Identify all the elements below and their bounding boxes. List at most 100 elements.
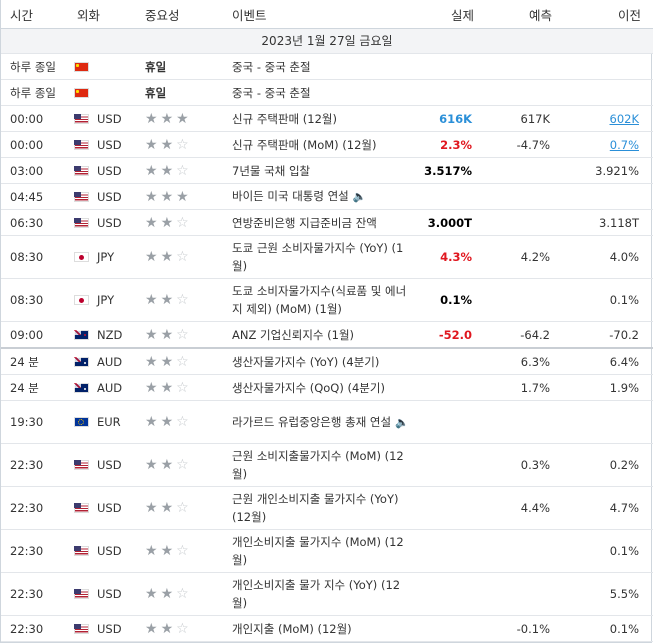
event-name[interactable]: 근원 소비지출물가지수 (MoM) (12월)	[232, 449, 404, 481]
event-name[interactable]: 중국 - 중국 춘절	[232, 85, 311, 100]
previous-value-cell: 5.5%	[564, 572, 653, 616]
event-name-cell[interactable]: 개인지출 (MoM) (12월)	[223, 615, 409, 642]
event-row[interactable]: 22:30 USD ★★☆ 개인소비지출 물가 지수 (YoY) (12월) 5.5%	[1, 572, 653, 616]
event-row[interactable]: 24 분 AUD ★★☆ 생산자물가지수 (YoY) (4분기) 6.3% 6.4%	[1, 347, 653, 375]
currency-code: USD	[97, 458, 122, 472]
col-importance[interactable]: 중요성	[136, 0, 223, 29]
event-row[interactable]: 하루 종일 휴일 중국 - 중국 춘절	[1, 53, 653, 80]
event-name[interactable]: 도쿄 근원 소비자물가지수 (YoY) (1월)	[232, 241, 404, 273]
event-currency-cell: USD	[68, 615, 136, 642]
event-name-cell[interactable]: 라가르드 유럽중앙은행 총재 연설 🔈	[223, 400, 409, 444]
event-row[interactable]: 03:00 USD ★★☆ 7년물 국채 입찰 3.517% 3.921%	[1, 157, 653, 184]
col-actual[interactable]: 실제	[409, 0, 486, 29]
previous-value: 3.921%	[595, 163, 639, 178]
event-currency-cell: JPY	[68, 235, 136, 279]
col-currency[interactable]: 외화	[68, 0, 136, 29]
currency-code: JPY	[97, 250, 115, 264]
previous-revised-link[interactable]: 0.7%	[609, 137, 639, 152]
forecast-value: 1.7%	[486, 374, 564, 401]
previous-revised-link[interactable]: 602K	[609, 111, 640, 126]
event-time: 03:00	[1, 157, 68, 184]
event-name[interactable]: 연방준비은행 지급준비금 잔액	[232, 215, 377, 230]
event-row[interactable]: 19:30 EUR ★★☆ 라가르드 유럽중앙은행 총재 연설 🔈	[1, 400, 653, 444]
previous-value-cell: 4.0%	[564, 235, 653, 279]
event-row[interactable]: 24 분 AUD ★★☆ 생산자물가지수 (QoQ) (4분기) 1.7% 1.9%	[1, 374, 653, 401]
importance-stars: ★★☆	[145, 354, 192, 370]
event-name-cell[interactable]: 신규 주택판매 (MoM) (12월)	[223, 131, 409, 158]
event-row[interactable]: 09:00 NZD ★★☆ ANZ 기업신뢰지수 (1월) -52.0 -64.2 -70.…	[1, 321, 653, 349]
event-currency-cell: NZD	[68, 321, 136, 349]
event-row[interactable]: 22:30 USD ★★☆ 개인지출 (MoM) (12월) -0.1% 0.1%	[1, 615, 653, 642]
previous-value: 0.1%	[609, 293, 639, 307]
event-name[interactable]: 개인소비지출 물가지수 (MoM) (12월)	[232, 535, 404, 567]
event-row[interactable]: 08:30 JPY ★★☆ 도쿄 소비자물가지수(식료품 및 에너지 제외) (MoM…	[1, 278, 653, 322]
au-flag-icon	[74, 382, 89, 393]
event-name[interactable]: 신규 주택판매 (12월)	[232, 111, 337, 126]
event-name[interactable]: 개인소비지출 물가 지수 (YoY) (12월)	[232, 578, 401, 610]
importance-cell: ★★☆	[136, 486, 223, 530]
event-name-cell[interactable]: 7년물 국채 입찰	[223, 157, 409, 184]
previous-value-cell: 0.1%	[564, 615, 653, 642]
col-time[interactable]: 시간	[1, 0, 68, 29]
event-name[interactable]: 생산자물가지수 (YoY) (4분기)	[232, 354, 380, 369]
event-name-cell[interactable]: 연방준비은행 지급준비금 잔액	[223, 209, 409, 236]
col-forecast[interactable]: 예측	[486, 0, 564, 29]
event-name-cell[interactable]: 신규 주택판매 (12월)	[223, 105, 409, 132]
event-time: 06:30	[1, 209, 68, 236]
currency-code: USD	[97, 501, 122, 515]
event-name[interactable]: ANZ 기업신뢰지수 (1월)	[232, 327, 355, 342]
actual-value	[409, 486, 486, 530]
col-previous[interactable]: 이전	[564, 0, 653, 29]
event-name-cell[interactable]: 근원 소비지출물가지수 (MoM) (12월)	[223, 443, 409, 487]
event-name[interactable]: 도쿄 소비자물가지수(식료품 및 에너지 제외) (MoM) (1월)	[232, 284, 407, 316]
event-name-cell[interactable]: 중국 - 중국 춘절	[223, 79, 409, 106]
event-name-cell[interactable]: 도쿄 소비자물가지수(식료품 및 에너지 제외) (MoM) (1월)	[223, 278, 409, 322]
event-name-cell[interactable]: 생산자물가지수 (QoQ) (4분기)	[223, 374, 409, 401]
importance-stars: ★★☆	[145, 380, 192, 396]
currency-code: AUD	[97, 380, 123, 395]
star-icon: ★	[160, 326, 177, 343]
star-icon: ★	[160, 110, 177, 127]
event-name[interactable]: 바이든 미국 대통령 연설	[232, 189, 349, 203]
event-row[interactable]: 00:00 USD ★★☆ 신규 주택판매 (MoM) (12월) 2.3% -4.7% 0…	[1, 131, 653, 158]
event-row[interactable]: 08:30 JPY ★★☆ 도쿄 근원 소비자물가지수 (YoY) (1월) 4.3% 4…	[1, 235, 653, 279]
event-name[interactable]: 근원 개인소비지출 물가지수 (YoY) (12월)	[232, 492, 399, 524]
previous-value-cell	[564, 400, 653, 444]
importance-cell: 휴일	[136, 79, 223, 106]
event-name-cell[interactable]: 도쿄 근원 소비자물가지수 (YoY) (1월)	[223, 235, 409, 279]
col-event[interactable]: 이벤트	[223, 0, 409, 29]
event-name[interactable]: 7년물 국채 입찰	[232, 163, 311, 178]
star-icon: ★	[160, 457, 177, 473]
event-name-cell[interactable]: 바이든 미국 대통령 연설 🔈	[223, 183, 409, 210]
event-currency-cell: USD	[68, 209, 136, 236]
speaker-icon: 🔈	[395, 415, 409, 429]
star-icon: ☆	[176, 414, 192, 430]
event-name-cell[interactable]: 개인소비지출 물가지수 (MoM) (12월)	[223, 529, 409, 573]
event-name-cell[interactable]: 중국 - 중국 춘절	[223, 53, 409, 80]
header-row: 시간 외화 중요성 이벤트 실제 예측 이전	[1, 0, 653, 29]
event-row[interactable]: 06:30 USD ★★☆ 연방준비은행 지급준비금 잔액 3.000T 3.118T	[1, 209, 653, 236]
event-name-cell[interactable]: 근원 개인소비지출 물가지수 (YoY) (12월)	[223, 486, 409, 530]
event-name[interactable]: 개인지출 (MoM) (12월)	[232, 621, 352, 636]
event-row[interactable]: 22:30 USD ★★☆ 개인소비지출 물가지수 (MoM) (12월) 0.1%	[1, 529, 653, 573]
event-time: 22:30	[1, 529, 68, 573]
event-name[interactable]: 라가르드 유럽중앙은행 총재 연설	[232, 414, 392, 429]
importance-cell: ★★☆	[136, 235, 223, 279]
event-name[interactable]: 신규 주택판매 (MoM) (12월)	[232, 137, 377, 152]
event-name-cell[interactable]: 개인소비지출 물가 지수 (YoY) (12월)	[223, 572, 409, 616]
event-currency-cell: USD	[68, 183, 136, 210]
event-row[interactable]: 04:45 USD ★★★ 바이든 미국 대통령 연설 🔈	[1, 183, 653, 210]
event-row[interactable]: 22:30 USD ★★☆ 근원 소비지출물가지수 (MoM) (12월) 0.3% 0.…	[1, 443, 653, 487]
event-name[interactable]: 중국 - 중국 춘절	[232, 59, 311, 74]
star-icon: ★	[145, 249, 161, 265]
star-icon: ★	[160, 292, 177, 308]
event-row[interactable]: 하루 종일 휴일 중국 - 중국 춘절	[1, 79, 653, 106]
event-name[interactable]: 생산자물가지수 (QoQ) (4분기)	[232, 380, 385, 395]
event-row[interactable]: 22:30 USD ★★☆ 근원 개인소비지출 물가지수 (YoY) (12월) 4.4…	[1, 486, 653, 530]
event-name-cell[interactable]: 생산자물가지수 (YoY) (4분기)	[223, 347, 409, 375]
event-name-cell[interactable]: ANZ 기업신뢰지수 (1월)	[223, 321, 409, 349]
event-row[interactable]: 00:00 USD ★★★ 신규 주택판매 (12월) 616K 617K 602K	[1, 105, 653, 132]
star-icon: ★	[160, 586, 177, 602]
forecast-value	[486, 400, 564, 444]
star-icon: ★	[160, 379, 177, 396]
